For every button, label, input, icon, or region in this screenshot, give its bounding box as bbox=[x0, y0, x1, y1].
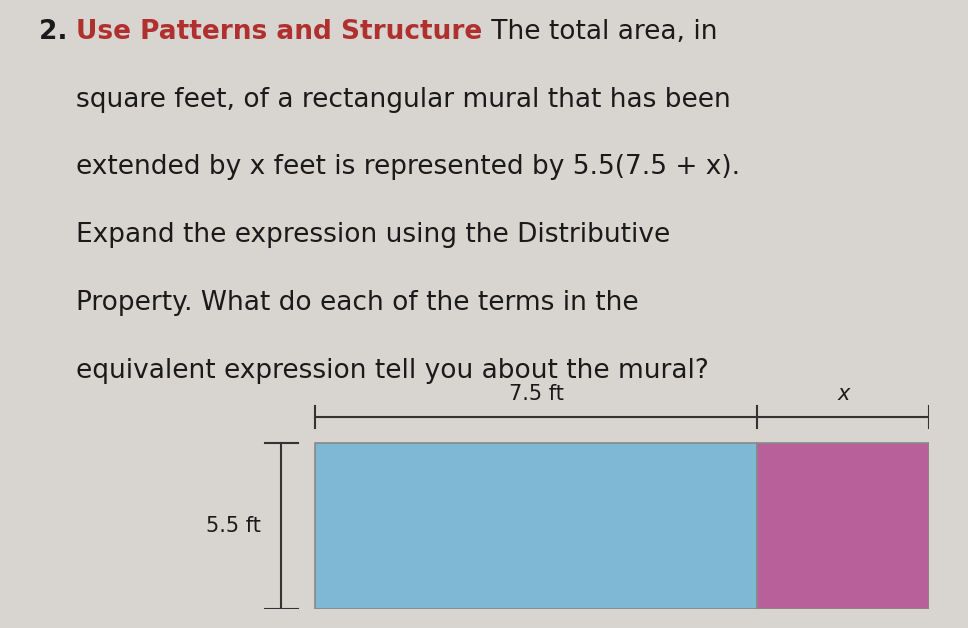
Text: square feet, of a rectangular mural that has been: square feet, of a rectangular mural that… bbox=[76, 87, 731, 112]
Text: extended by x feet is represented by 5.5(7.5 + x).: extended by x feet is represented by 5.5… bbox=[76, 154, 741, 180]
Text: 2.: 2. bbox=[39, 19, 76, 45]
Text: The total area, in: The total area, in bbox=[483, 19, 717, 45]
Text: equivalent expression tell you about the mural?: equivalent expression tell you about the… bbox=[76, 358, 710, 384]
Bar bbox=[315, 443, 757, 609]
Text: Property. What do each of the terms in the: Property. What do each of the terms in t… bbox=[76, 290, 639, 316]
Text: 5.5 ft: 5.5 ft bbox=[206, 516, 261, 536]
Text: 7.5 ft: 7.5 ft bbox=[508, 384, 563, 404]
Text: x: x bbox=[837, 384, 850, 404]
Text: Use Patterns and Structure: Use Patterns and Structure bbox=[76, 19, 483, 45]
Text: Expand the expression using the Distributive: Expand the expression using the Distribu… bbox=[76, 222, 671, 248]
Bar bbox=[757, 443, 929, 609]
